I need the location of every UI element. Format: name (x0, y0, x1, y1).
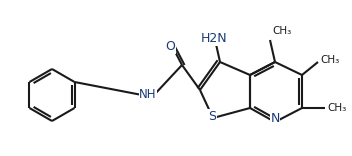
Text: CH₃: CH₃ (327, 103, 346, 113)
Text: S: S (208, 110, 216, 122)
Text: CH₃: CH₃ (272, 26, 291, 36)
Text: N: N (270, 112, 280, 125)
Text: CH₃: CH₃ (320, 55, 339, 65)
Text: O: O (165, 41, 175, 54)
Text: NH: NH (139, 88, 157, 102)
Text: H2N: H2N (201, 32, 227, 46)
